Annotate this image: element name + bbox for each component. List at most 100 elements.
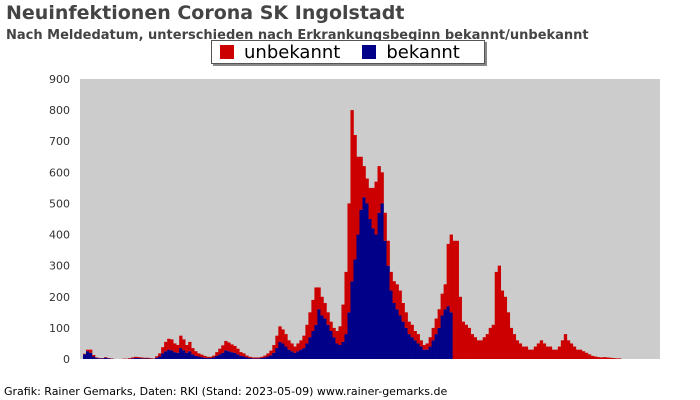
bar-bekannt — [242, 356, 246, 359]
bar-bekannt — [107, 358, 111, 359]
bar-unbekannt — [233, 345, 237, 353]
y-tick-label: 300 — [49, 260, 70, 273]
bar-bekannt — [170, 350, 174, 359]
bar-unbekannt — [236, 348, 240, 355]
bar-bekannt — [134, 358, 138, 359]
bar-unbekannt — [338, 326, 342, 345]
bar-unbekannt — [164, 341, 168, 352]
bar-bekannt — [215, 355, 219, 359]
bar-unbekannt — [371, 187, 375, 229]
bar-bekannt — [176, 352, 180, 359]
bar-bekannt — [185, 352, 189, 359]
bar-bekannt — [398, 315, 402, 359]
legend-swatch-unbekannt — [220, 45, 234, 59]
bar-bekannt — [302, 348, 306, 359]
bar-bekannt — [284, 346, 288, 359]
bar-bekannt — [137, 358, 141, 359]
bar-bekannt — [182, 350, 186, 359]
bar-bekannt — [167, 349, 171, 359]
bar-bekannt — [293, 352, 297, 359]
bar-unbekannt — [389, 271, 393, 291]
bar-unbekannt — [365, 178, 369, 204]
bar-unbekannt — [500, 290, 505, 359]
bar-bekannt — [290, 351, 294, 359]
bar-unbekannt — [185, 345, 189, 353]
bar-unbekannt — [494, 271, 499, 359]
bar-unbekannt — [611, 358, 616, 359]
bar-bekannt — [344, 334, 348, 359]
y-tick-label: 800 — [49, 104, 70, 117]
bar-unbekannt — [470, 334, 474, 359]
bar-bekannt — [233, 352, 237, 359]
bar-unbekannt — [224, 340, 228, 351]
y-tick-label: 500 — [49, 197, 70, 210]
bar-unbekannt — [182, 339, 186, 351]
bar-bekannt — [179, 348, 183, 359]
bar-bekannt — [131, 358, 135, 359]
bar-unbekannt — [614, 358, 619, 359]
bar-unbekannt — [464, 324, 468, 359]
y-tick-label: 400 — [49, 229, 70, 242]
bar-unbekannt — [563, 334, 568, 359]
bar-unbekannt — [260, 356, 264, 359]
bar-unbekannt — [551, 349, 556, 359]
legend-label-unbekannt: unbekannt — [244, 41, 341, 63]
bar-unbekannt — [548, 346, 553, 359]
bar-unbekannt — [524, 346, 529, 359]
bar-unbekannt — [386, 240, 390, 266]
chart-subtitle: Nach Meldedatum, unterschieden nach Erkr… — [6, 28, 589, 43]
bar-bekannt — [392, 303, 396, 359]
bar-bekannt — [428, 346, 432, 359]
bar-unbekannt — [146, 357, 150, 359]
bar-bekannt — [245, 357, 249, 359]
bar-unbekannt — [155, 356, 159, 358]
bar-unbekannt — [191, 348, 195, 355]
bar-bekannt — [416, 343, 420, 359]
bar-unbekannt — [308, 312, 312, 338]
bar-unbekannt — [569, 343, 574, 359]
bar-bekannt — [89, 352, 93, 359]
bar-bekannt — [320, 315, 324, 359]
bar-unbekannt — [245, 355, 249, 358]
bar-unbekannt — [344, 271, 348, 335]
bar-unbekannt — [212, 355, 216, 358]
bar-unbekannt — [158, 353, 162, 357]
bar-bekannt — [380, 203, 384, 359]
bar-unbekannt — [173, 343, 177, 353]
bar-unbekannt — [542, 343, 547, 359]
bar-bekannt — [431, 340, 435, 359]
y-tick-label: 600 — [49, 166, 70, 179]
legend: unbekannt bekannt — [211, 40, 485, 64]
bar-bekannt — [308, 337, 312, 359]
y-tick-label: 200 — [49, 291, 70, 304]
bar-unbekannt — [572, 346, 577, 359]
bar-unbekannt — [419, 340, 423, 347]
bar-bekannt — [311, 331, 315, 359]
bar-bekannt — [305, 343, 309, 359]
bar-unbekannt — [272, 345, 276, 353]
bar-bekannt — [281, 343, 285, 359]
bar-unbekannt — [467, 327, 471, 359]
y-axis: 0 100 200 300 400 500 600 700 800 900 — [49, 73, 70, 366]
bar-bekannt — [275, 348, 279, 359]
bar-unbekannt — [566, 340, 571, 359]
chart-title: Neuinfektionen Corona SK Ingolstadt — [6, 2, 405, 24]
bar-unbekannt — [578, 349, 583, 359]
bar-unbekannt — [482, 337, 486, 359]
bar-unbekannt — [290, 343, 294, 352]
bar-unbekannt — [497, 265, 502, 359]
bar-bekannt — [395, 309, 399, 359]
bar-bekannt — [419, 346, 423, 359]
bar-unbekannt — [143, 357, 147, 359]
bar-bekannt — [443, 309, 447, 359]
y-tick-label: 900 — [49, 73, 70, 86]
bar-bekannt — [164, 351, 168, 359]
bar-unbekannt — [317, 287, 321, 310]
bar-unbekannt — [392, 281, 396, 303]
bar-bekannt — [194, 355, 198, 359]
bar-unbekannt — [410, 324, 414, 338]
bar-unbekannt — [197, 353, 201, 357]
bar-unbekannt — [86, 349, 90, 352]
bar-unbekannt — [329, 321, 333, 331]
bar-bekannt — [359, 209, 363, 359]
